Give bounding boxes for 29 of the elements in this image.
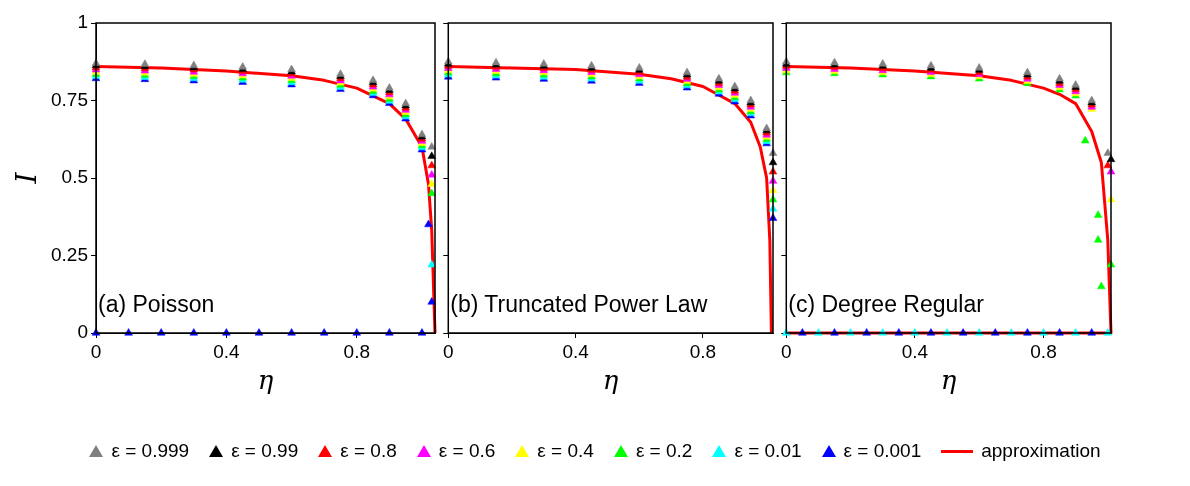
y-tick-label: 0 — [77, 321, 88, 343]
legend-label: ε = 0.4 — [537, 440, 594, 462]
legend-label: ε = 0.001 — [843, 440, 922, 462]
x-tick-label: 0 — [780, 340, 792, 362]
y-tick-label: 0.75 — [51, 88, 88, 110]
legend-label: ε = 0.01 — [734, 440, 802, 462]
x-tick-label: 0.8 — [689, 340, 717, 362]
legend-label: ε = 0.999 — [111, 440, 190, 462]
x-axis-title: η — [602, 365, 619, 396]
y-tick-label: 0.5 — [61, 166, 88, 188]
legend-label: approximation — [981, 440, 1101, 462]
x-tick-label: 0.4 — [562, 340, 590, 362]
x-tick-label: 0.8 — [343, 340, 370, 362]
legend-label: ε = 0.8 — [340, 440, 397, 462]
x-axis-title: η — [257, 365, 274, 396]
annotation: (c) Degree Regular — [788, 290, 985, 317]
annotation: (a) Poisson — [98, 290, 215, 317]
x-axis-title: η — [940, 365, 957, 396]
x-tick-label: 0.4 — [901, 340, 929, 362]
x-tick-label: 0.8 — [1030, 340, 1057, 362]
legend-label: ε = 0.2 — [635, 440, 693, 462]
legend-label: ε = 0.99 — [231, 440, 299, 462]
annotation: (b) Truncated Power Law — [450, 290, 708, 317]
y-axis-title: I — [10, 171, 44, 185]
x-tick-label: 0.4 — [213, 340, 241, 362]
x-tick-label: 0 — [442, 340, 454, 362]
y-tick-label: 0.25 — [51, 243, 88, 265]
legend-label: ε = 0.6 — [438, 440, 496, 462]
y-tick-label: 1 — [77, 11, 88, 33]
